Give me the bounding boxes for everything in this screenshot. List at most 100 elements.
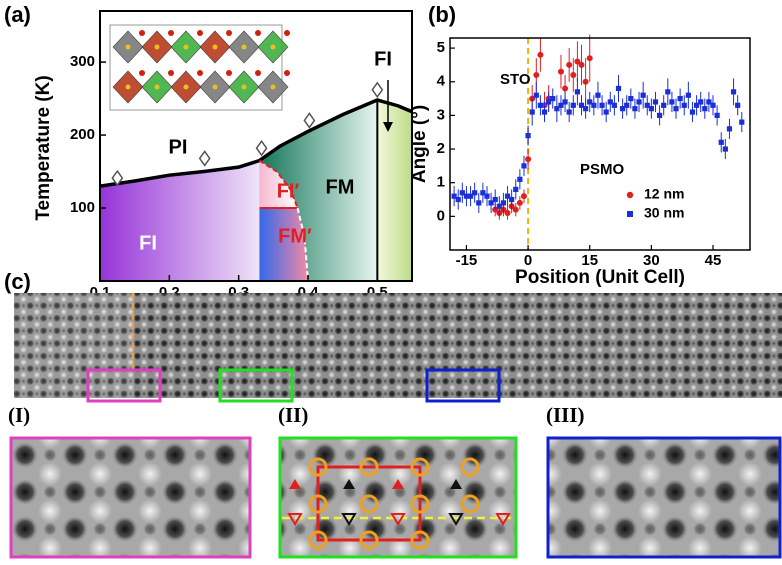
atom: [255, 70, 261, 76]
angle-chart: 012345-150153045Position (Unit Cell)Angl…: [409, 35, 750, 288]
region-fill: [377, 100, 412, 281]
y-tick-label: 1: [437, 174, 445, 191]
panel-label: (c): [4, 269, 31, 294]
data-point: [525, 133, 530, 138]
data-point: [257, 141, 267, 155]
annotation: PSMO: [580, 161, 625, 178]
x-tick-label: -15: [456, 252, 478, 269]
data-point: [476, 200, 481, 205]
data-point: [513, 187, 518, 192]
data-point: [472, 190, 477, 195]
data-point: [727, 126, 732, 131]
data-point: [682, 103, 687, 108]
data-point: [632, 106, 637, 111]
atom: [126, 45, 131, 50]
data-point: [575, 89, 580, 94]
data-point: [649, 106, 654, 111]
data-point: [579, 62, 585, 68]
y-axis-label: Temperature (K): [33, 75, 54, 220]
x-tick-label: 45: [705, 252, 722, 269]
data-point: [562, 85, 568, 91]
atom: [139, 30, 145, 36]
data-point: [484, 194, 489, 199]
data-point: [653, 99, 658, 104]
data-point: [657, 113, 662, 118]
data-point: [628, 96, 633, 101]
inset-frame: [110, 25, 282, 110]
data-point: [372, 83, 382, 97]
data-point: [719, 140, 724, 145]
region-label: FM: [326, 176, 355, 198]
data-point: [200, 151, 210, 165]
atom: [242, 85, 247, 90]
data-point: [686, 93, 691, 98]
annotation: STO: [500, 71, 531, 88]
panel-label: (II): [278, 403, 308, 427]
y-tick-label: 3: [437, 106, 445, 123]
data-point: [521, 193, 527, 199]
panel-label: (I): [8, 403, 30, 427]
data-point: [304, 113, 314, 127]
crystal-inset: [110, 25, 290, 110]
data-point: [505, 210, 511, 216]
data-point: [509, 197, 514, 202]
data-point: [570, 72, 576, 78]
data-point: [587, 55, 593, 61]
zoom-image: [11, 438, 250, 557]
phase-diagram: 1002003000.10.20.30.40.5xTemperature (K)…: [33, 11, 412, 308]
atom: [126, 85, 131, 90]
atom: [155, 45, 160, 50]
data-point: [591, 103, 596, 108]
data-point: [636, 99, 641, 104]
region-label: PI: [169, 136, 188, 158]
data-point: [731, 89, 736, 94]
y-tick-label: 100: [70, 199, 95, 216]
atom: [284, 70, 290, 76]
data-point: [595, 93, 600, 98]
data-point: [624, 103, 629, 108]
data-point: [562, 99, 567, 104]
data-point: [698, 99, 703, 104]
atom: [271, 85, 276, 90]
data-point: [550, 96, 555, 101]
data-point: [735, 103, 740, 108]
data-point: [501, 200, 506, 205]
data-point: [583, 79, 589, 85]
panel-label: (b): [428, 2, 456, 27]
data-point: [493, 197, 498, 202]
data-point: [538, 103, 543, 108]
atom: [197, 70, 203, 76]
atom: [168, 70, 174, 76]
y-tick-label: 4: [437, 73, 446, 90]
strip-shade: [14, 293, 134, 398]
data-point: [530, 109, 535, 114]
atom: [271, 45, 276, 50]
data-point: [558, 69, 564, 75]
legend-marker: [627, 211, 633, 217]
atom: [226, 30, 232, 36]
data-point: [678, 96, 683, 101]
data-point: [534, 93, 539, 98]
data-point: [723, 146, 728, 151]
atom: [184, 45, 189, 50]
data-point: [525, 156, 531, 162]
region-label: FI′: [277, 180, 300, 202]
figure: (a) (b) (c) 1002003000.10.20.30.40.5xTem…: [0, 0, 782, 565]
atom: [213, 45, 218, 50]
data-point: [567, 109, 572, 114]
data-point: [566, 62, 572, 68]
data-point: [521, 163, 526, 168]
atom: [284, 30, 290, 36]
atom: [155, 85, 160, 90]
data-point: [673, 106, 678, 111]
data-point: [641, 93, 646, 98]
data-point: [715, 113, 720, 118]
x-axis-label: Position (Unit Cell): [515, 267, 685, 288]
panel-label: (III): [546, 403, 585, 427]
legend-label: 12 nm: [644, 186, 684, 202]
plot-frame: [450, 38, 750, 250]
region-label: FM′: [278, 225, 312, 247]
y-tick-label: 0: [437, 207, 445, 224]
data-point: [537, 52, 543, 58]
y-tick-label: 2: [437, 140, 445, 157]
